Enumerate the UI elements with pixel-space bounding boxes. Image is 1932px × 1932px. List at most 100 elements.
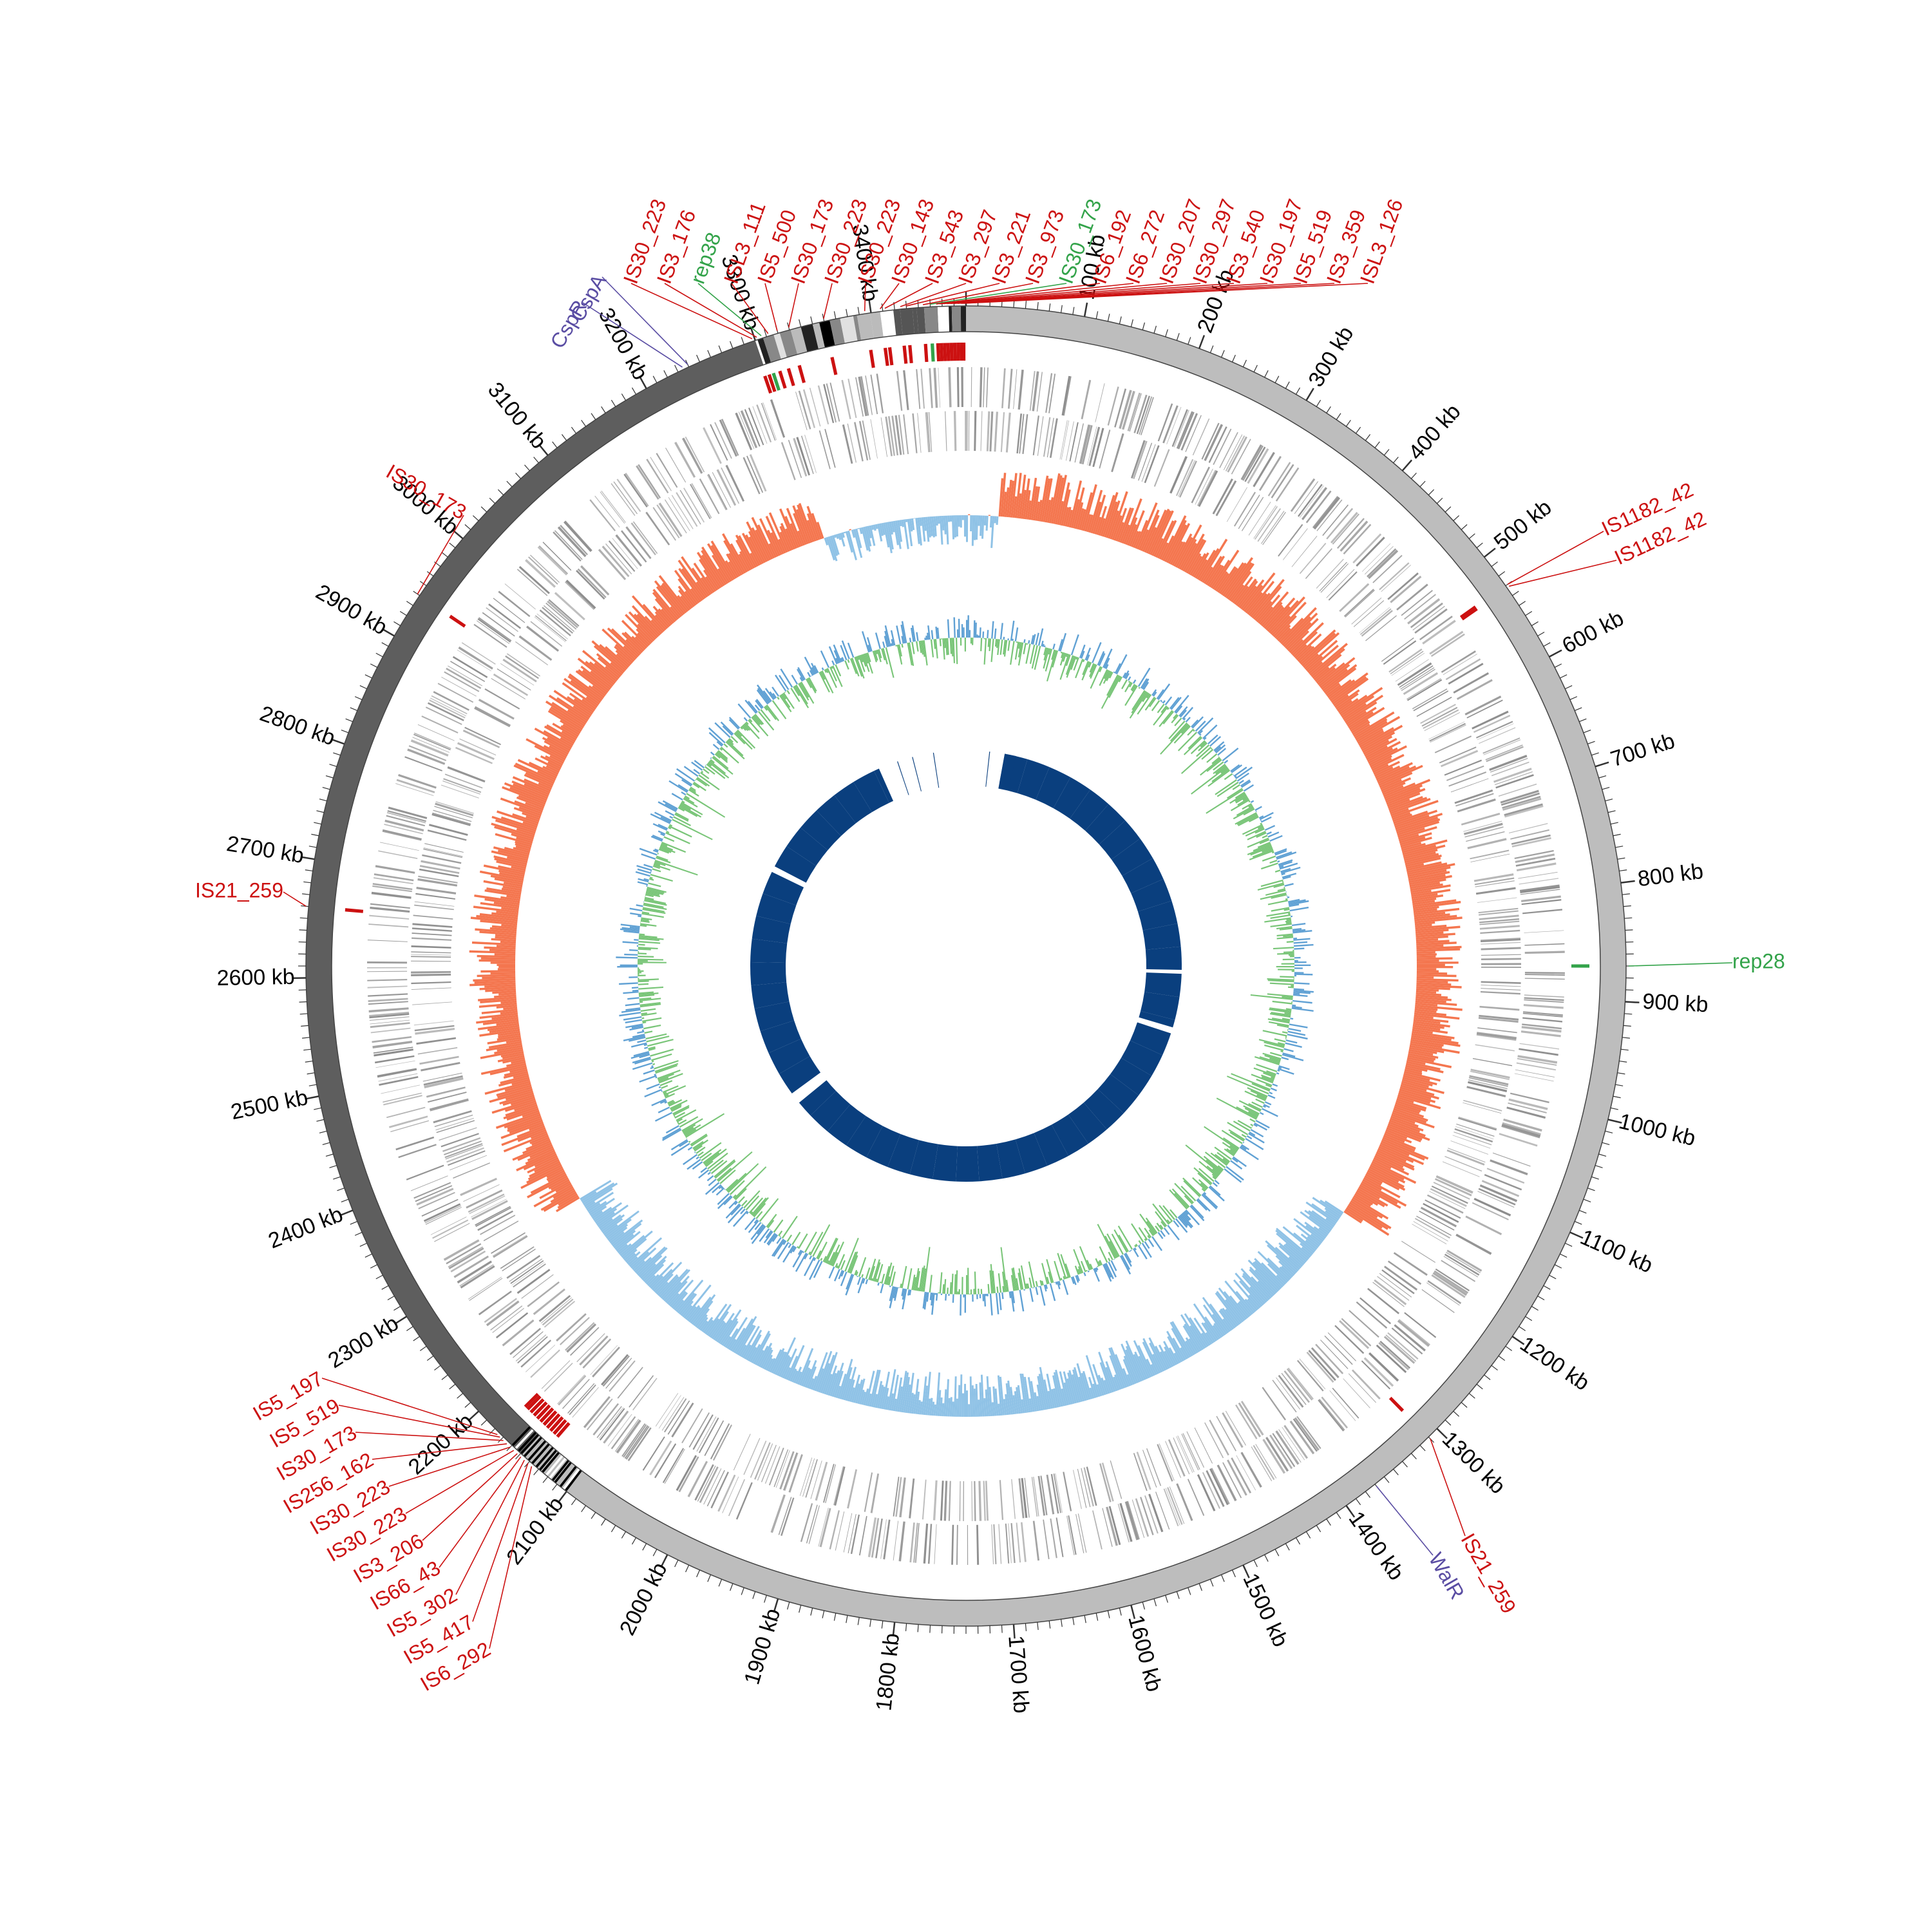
- cds-gene: [1456, 1123, 1495, 1137]
- gc-skew-bar: [495, 819, 536, 834]
- gc-content-bar: [926, 1292, 929, 1302]
- gc-skew-bar: [1366, 741, 1401, 761]
- gc-content-bar: [637, 868, 652, 874]
- gc-content-bar: [1213, 763, 1226, 775]
- gc-content-bar: [727, 1163, 759, 1193]
- gc-content-bar: [737, 729, 756, 749]
- cds-gene: [446, 667, 482, 689]
- cds-gene: [1171, 457, 1188, 494]
- gc-skew-bar: [495, 934, 516, 938]
- gc-skew-bar: [626, 1251, 641, 1264]
- minor-tick: [1274, 1549, 1280, 1557]
- gc-content-bar: [717, 1193, 730, 1206]
- gc-content-bar: [673, 816, 691, 826]
- cds-gene: [710, 424, 728, 461]
- gc-skew-bar: [1260, 601, 1283, 627]
- gc-skew-bar: [778, 538, 786, 554]
- gc-skew-bar: [1055, 475, 1067, 525]
- cds-gene: [1212, 478, 1233, 515]
- tick-label-700: 700 kb: [1607, 728, 1678, 772]
- cds-gene: [697, 1465, 716, 1502]
- minor-tick: [1505, 1345, 1513, 1351]
- gc-skew-bar: [618, 1243, 632, 1255]
- gc-content-bar: [1242, 1141, 1245, 1144]
- gc-skew-bar: [1205, 1332, 1214, 1344]
- gc-content-bar: [772, 1234, 779, 1242]
- cds-gene: [850, 1514, 860, 1555]
- minor-tick: [1119, 1607, 1122, 1616]
- gc-skew-bar: [534, 1155, 558, 1168]
- gc-skew-bar: [479, 1028, 520, 1037]
- cds-gene: [1132, 1499, 1145, 1539]
- cds-gene: [448, 1247, 484, 1269]
- cds-gene: [1066, 1515, 1075, 1555]
- cds-gene: [1242, 445, 1264, 481]
- cds-gene: [422, 854, 462, 864]
- gc-content-bar: [1003, 636, 1005, 640]
- gc-content-bar: [1282, 958, 1294, 961]
- callout-line: [1509, 560, 1617, 587]
- minor-tick: [337, 1188, 345, 1191]
- gc-skew-bar: [1410, 1037, 1461, 1047]
- gc-content-bar: [1222, 747, 1239, 762]
- gc-skew-bar: [1276, 625, 1291, 640]
- gc-content-bar: [1209, 735, 1222, 747]
- minor-tick: [1476, 1383, 1483, 1390]
- gc-content-bar: [931, 1293, 935, 1315]
- gc-skew-bar: [883, 522, 890, 548]
- gc-content-bar: [665, 832, 690, 844]
- gc-skew-bar: [1380, 1142, 1410, 1157]
- cds-gene: [1327, 1332, 1356, 1361]
- gc-skew-bar: [767, 1358, 776, 1372]
- cds-gene: [413, 734, 451, 750]
- gc-content-bar: [939, 1272, 943, 1294]
- gc-skew-bar: [1389, 1119, 1421, 1133]
- gc-content-bar: [1259, 838, 1270, 844]
- gc-skew-bar: [1106, 500, 1121, 538]
- gc-content-bar: [728, 737, 734, 743]
- gc-skew-bar: [1213, 571, 1228, 591]
- cds-gene: [761, 402, 776, 441]
- gc-content-bar: [1171, 1188, 1190, 1208]
- gc-content-bar: [627, 997, 639, 1000]
- gc-skew-bar: [1413, 1023, 1444, 1029]
- blast-hit-block: [779, 1056, 821, 1094]
- gc-content-bar: [1254, 1122, 1267, 1131]
- gc-content-bar: [676, 1109, 697, 1121]
- cds-gene: [430, 697, 466, 717]
- gc-content-bar: [886, 1276, 891, 1285]
- gc-skew-bar: [1177, 524, 1202, 569]
- gc-skew-bar: [802, 1368, 812, 1387]
- feature-mark: [553, 1419, 567, 1435]
- gc-skew-bar: [473, 978, 516, 982]
- gc-skew-bar: [1397, 1096, 1414, 1104]
- gc-skew-bar: [600, 1214, 621, 1231]
- gc-skew-bar: [790, 1368, 797, 1382]
- gc-content-bar: [1217, 748, 1227, 756]
- gc-skew-bar: [1041, 478, 1051, 522]
- gc-skew-bar: [956, 1398, 958, 1417]
- cds-gene: [959, 1481, 961, 1521]
- gc-content-bar: [960, 638, 962, 646]
- cds-gene: [1519, 878, 1559, 885]
- gc-content-bar: [636, 904, 643, 907]
- gc-skew-bar: [1023, 478, 1030, 519]
- gc-content-bar: [1211, 1173, 1218, 1179]
- gc-skew-bar: [1406, 1061, 1441, 1071]
- minor-tick: [542, 1476, 549, 1483]
- blast-hit-block: [999, 753, 1016, 784]
- gc-skew-bar: [561, 730, 577, 741]
- minor-tick: [489, 1428, 496, 1435]
- gc-content-bar: [767, 1220, 775, 1229]
- minor-tick: [799, 319, 802, 327]
- gc-skew-bar: [615, 643, 635, 662]
- gc-content-bar: [1218, 755, 1220, 757]
- feature-mark: [949, 343, 954, 361]
- cds-gene: [1520, 895, 1561, 902]
- minor-tick: [341, 730, 349, 734]
- gc-content-bar: [947, 619, 950, 638]
- cds-gene: [1453, 672, 1490, 694]
- feature-label: ISL3_126: [1356, 196, 1408, 287]
- cds-gene: [1406, 678, 1441, 700]
- gc-content-bar: [840, 1271, 848, 1287]
